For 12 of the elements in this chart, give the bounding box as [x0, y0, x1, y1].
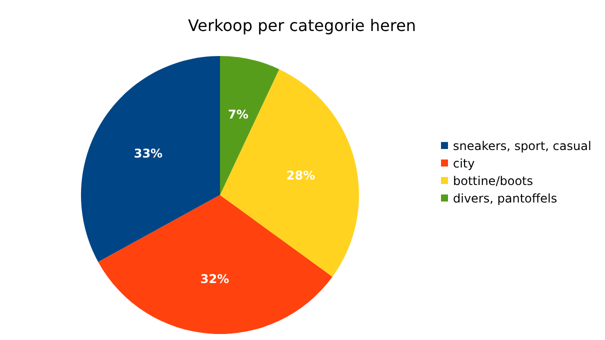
pie-slice [220, 56, 280, 195]
pie-slice [81, 56, 220, 262]
data-label: 7% [228, 108, 248, 122]
pie-slice [98, 195, 332, 334]
chart-title: Verkoop per categorie heren [188, 16, 416, 35]
data-label: 28% [286, 168, 316, 182]
legend-label: sneakers, sport, casual [453, 139, 592, 153]
legend-label: city [453, 156, 475, 170]
data-label: 32% [200, 272, 230, 286]
legend-label: bottine/boots [453, 174, 533, 188]
data-label: 33% [134, 146, 163, 161]
legend-label: divers, pantoffels [453, 192, 558, 206]
